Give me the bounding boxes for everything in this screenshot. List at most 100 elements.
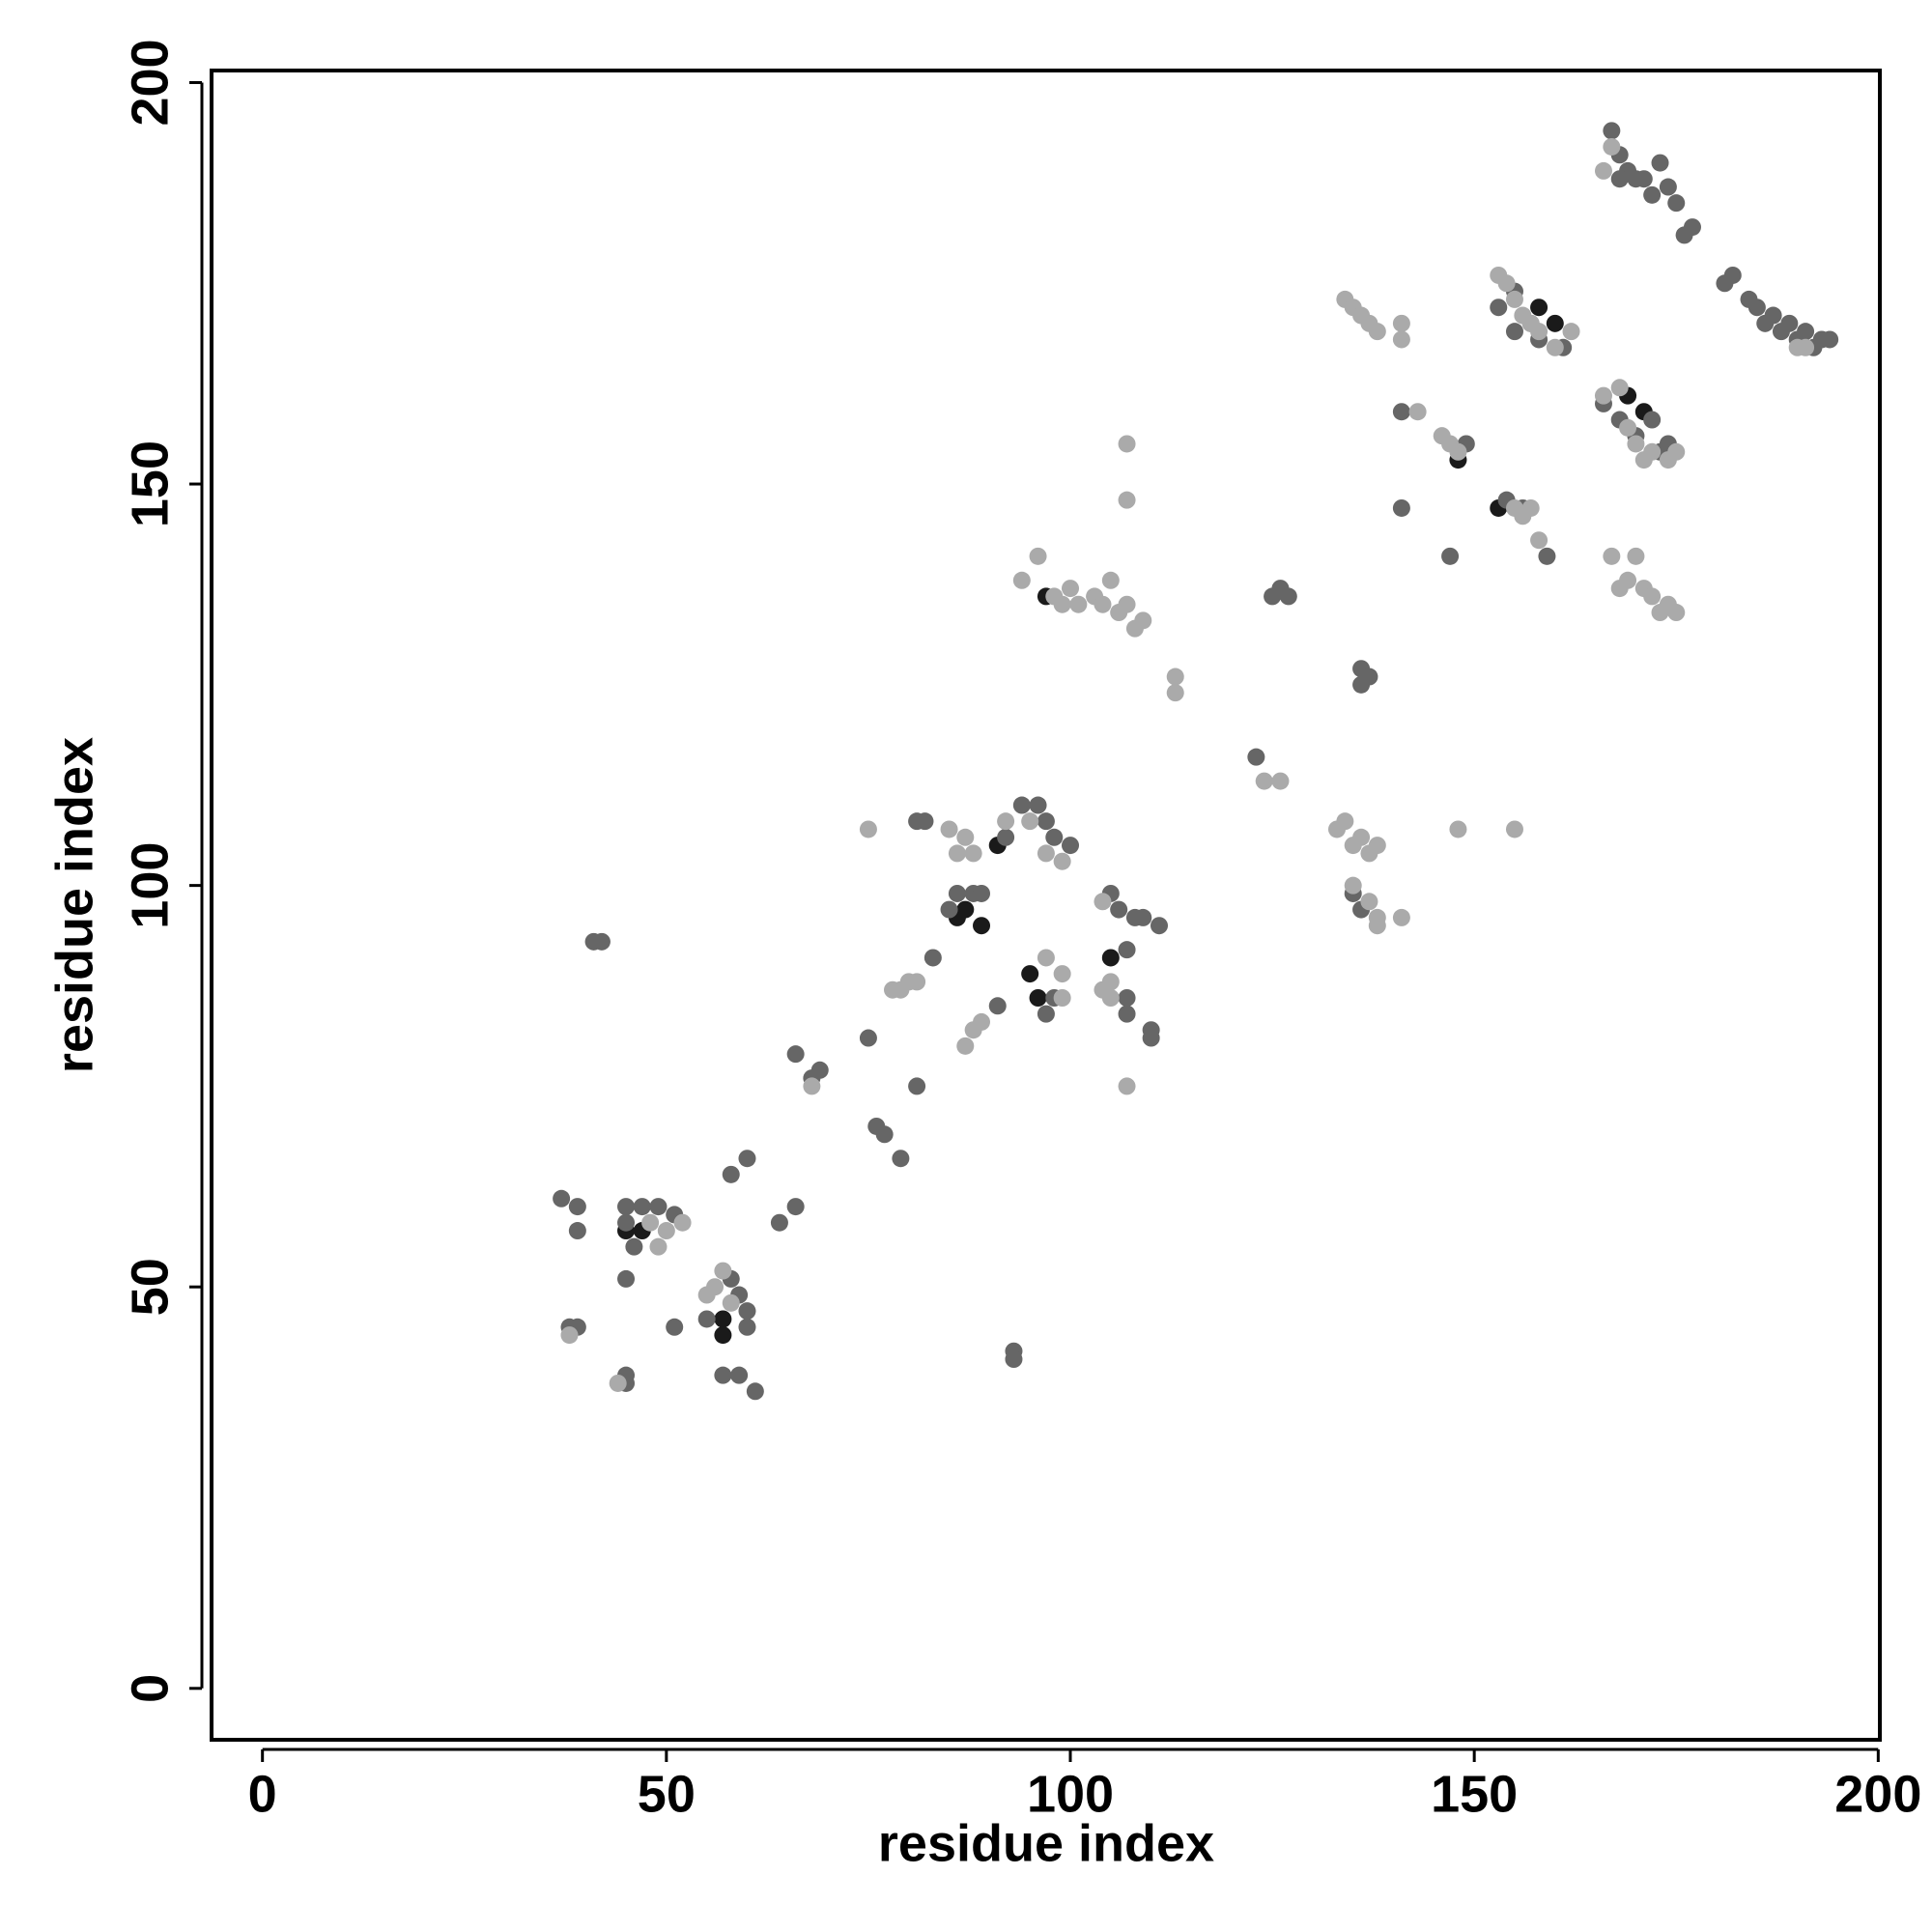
point [973, 884, 991, 902]
point [1069, 595, 1088, 613]
point [1271, 772, 1290, 790]
point [1094, 595, 1112, 613]
point [1110, 900, 1128, 919]
point [1166, 668, 1184, 686]
point [1683, 218, 1701, 237]
point [1053, 989, 1071, 1007]
point [625, 1237, 643, 1256]
point [940, 900, 958, 919]
point [770, 1213, 788, 1232]
point [1821, 330, 1839, 349]
point [649, 1198, 668, 1216]
point [1441, 547, 1460, 565]
point [568, 1198, 586, 1216]
point [649, 1237, 668, 1256]
point [706, 1278, 724, 1296]
point [956, 828, 975, 846]
point [988, 997, 1007, 1015]
point [1118, 941, 1136, 959]
point [1118, 1005, 1136, 1023]
point [1643, 185, 1662, 204]
point [738, 1318, 756, 1336]
point [859, 1029, 877, 1047]
point [1538, 547, 1556, 565]
point [1603, 122, 1621, 140]
point [1037, 812, 1055, 831]
point [609, 1374, 627, 1392]
point [1603, 137, 1621, 156]
point [1780, 314, 1799, 332]
point [1118, 595, 1136, 613]
y-tick-label: 0 [121, 1674, 179, 1703]
point [1619, 418, 1637, 437]
point [1336, 812, 1354, 831]
point [738, 1150, 756, 1168]
point [666, 1318, 684, 1336]
point [1490, 298, 1508, 317]
point [1594, 386, 1612, 405]
point [1408, 403, 1427, 421]
point [1627, 435, 1645, 453]
point [592, 932, 611, 951]
y-tick-label: 100 [121, 842, 179, 929]
point [1392, 314, 1410, 332]
point [1546, 338, 1564, 356]
y-tick-label: 50 [121, 1258, 179, 1316]
point [1764, 306, 1782, 325]
point [1723, 266, 1742, 284]
point [923, 949, 942, 967]
x-tick-label: 50 [638, 1765, 696, 1823]
point [892, 1150, 910, 1168]
point [730, 1366, 749, 1384]
point [1005, 1350, 1023, 1369]
point [1118, 435, 1136, 453]
point [553, 1189, 571, 1208]
y-axis-label: residue index [45, 737, 103, 1073]
point [1368, 323, 1386, 341]
point [1029, 547, 1047, 565]
point [1053, 852, 1071, 870]
x-tick-label: 100 [1027, 1765, 1114, 1823]
point [916, 812, 934, 831]
point [1392, 403, 1410, 421]
point [948, 884, 966, 902]
point [1134, 908, 1152, 926]
point [1037, 844, 1055, 863]
point [948, 844, 966, 863]
point [568, 1222, 586, 1240]
point [1247, 748, 1265, 766]
point [859, 820, 877, 838]
point [1344, 876, 1362, 895]
point [997, 812, 1015, 831]
point [1610, 580, 1629, 598]
point [714, 1326, 732, 1345]
y-tick-label: 150 [121, 440, 179, 527]
point [1166, 684, 1184, 702]
point [1667, 194, 1686, 213]
x-tick-label: 200 [1834, 1765, 1921, 1823]
point [956, 1037, 975, 1055]
point [1352, 828, 1371, 846]
point [1392, 908, 1410, 926]
point [1037, 1005, 1055, 1023]
point [1610, 379, 1629, 397]
point [1118, 1077, 1136, 1095]
point [1594, 161, 1612, 180]
point [875, 1125, 894, 1144]
point [1643, 411, 1662, 429]
point [714, 1262, 732, 1280]
point [1392, 330, 1410, 349]
point [1505, 820, 1523, 838]
point [1360, 668, 1378, 686]
point [1546, 314, 1564, 332]
point [617, 1269, 636, 1288]
point [738, 1302, 756, 1321]
point [973, 1012, 991, 1031]
point [1360, 893, 1378, 911]
point [560, 1326, 579, 1345]
point [1062, 580, 1080, 598]
point [1037, 949, 1055, 967]
point [1053, 965, 1071, 983]
point [641, 1213, 660, 1232]
point [1101, 989, 1120, 1007]
